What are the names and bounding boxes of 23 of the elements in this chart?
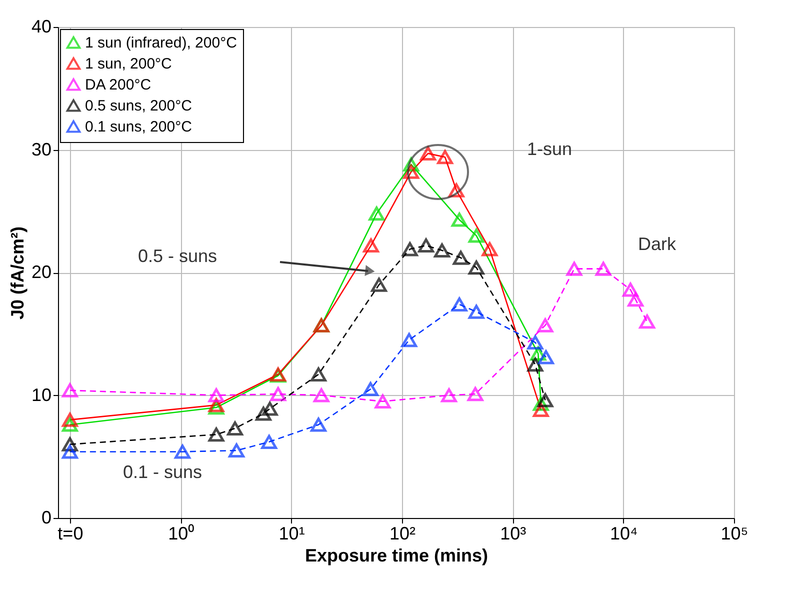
legend-label: 0.1 suns, 200°C	[85, 118, 192, 136]
x-tick-label: 10³	[500, 524, 526, 544]
x-tick-label: 10⁰	[168, 524, 194, 544]
legend-label: 1 sun, 200°C	[85, 56, 172, 72]
annotation: 0.5 - suns	[138, 246, 218, 266]
y-axis-title: J0 (fA/cm²)	[7, 226, 28, 320]
legend-label: 1 sun (infrared), 200°C	[85, 34, 238, 52]
y-tick-label: 40	[31, 16, 52, 36]
x-axis-title: Exposure time (mins)	[304, 546, 488, 566]
x-tick-label: t=0	[58, 524, 84, 544]
x-tick-label: 10²	[389, 524, 416, 544]
legend-label: DA 200°C	[85, 76, 152, 94]
annotation: 1-sun	[527, 139, 572, 159]
y-tick-label: 20	[31, 262, 52, 282]
y-tick-label: 10	[31, 384, 52, 405]
x-tick-label: 10⁴	[610, 524, 638, 544]
legend-label: 0.5 suns, 200°C	[85, 98, 192, 114]
annotation: Dark	[638, 234, 678, 254]
y-tick-label: 30	[31, 139, 52, 160]
x-tick-label: 10¹	[278, 524, 305, 544]
y-tick-label: 0	[41, 508, 52, 528]
annotation: 0.1 - suns	[123, 462, 202, 482]
x-tick-label: 10⁵	[720, 524, 748, 544]
